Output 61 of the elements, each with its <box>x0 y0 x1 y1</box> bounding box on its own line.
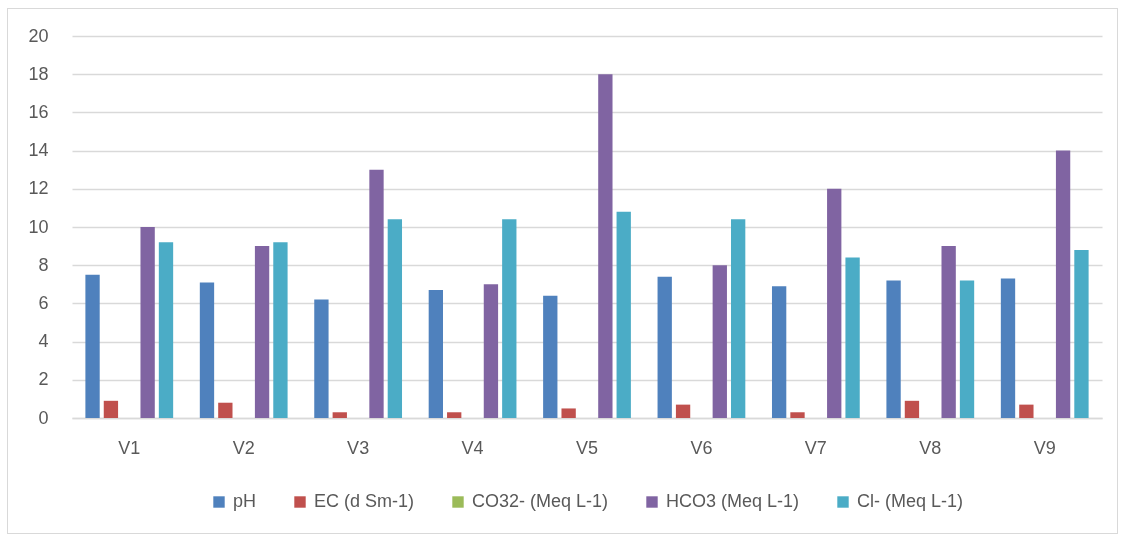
bar <box>314 299 329 418</box>
legend-label: EC (d Sm-1) <box>314 491 415 511</box>
bar <box>483 284 499 418</box>
bar <box>886 280 901 418</box>
y-tick-label: 18 <box>28 63 49 84</box>
bar <box>1074 249 1089 418</box>
bar <box>218 402 233 418</box>
x-tick-label: V2 <box>232 437 255 458</box>
legend-label: Cl- (Meq L-1) <box>857 491 964 511</box>
y-tick-label: 10 <box>28 216 49 237</box>
bar <box>561 408 576 418</box>
y-tick-label: 16 <box>28 101 49 122</box>
bar <box>140 227 155 418</box>
x-tick-label: V9 <box>1033 437 1056 458</box>
bar <box>845 257 860 418</box>
bar <box>616 211 631 418</box>
bar <box>387 219 403 418</box>
bar <box>904 400 920 418</box>
legend-label: HCO3 (Meq L-1) <box>666 491 800 511</box>
bar <box>158 242 174 418</box>
bar <box>199 282 215 418</box>
bar <box>730 219 746 418</box>
bar <box>771 286 787 418</box>
y-tick-label: 20 <box>28 25 49 46</box>
y-tick-label: 8 <box>38 254 49 275</box>
bar <box>428 290 444 418</box>
bar <box>1000 278 1016 418</box>
legend-label: pH <box>233 491 257 511</box>
y-tick-label: 6 <box>38 292 49 313</box>
y-tick-label: 4 <box>38 331 49 352</box>
bar <box>332 412 347 418</box>
x-tick-label: V8 <box>919 437 942 458</box>
bar <box>254 246 270 418</box>
bar <box>273 242 288 418</box>
bar <box>712 265 727 418</box>
y-tick-label: 2 <box>38 369 49 390</box>
x-tick-label: V4 <box>461 437 484 458</box>
bar <box>1019 404 1034 418</box>
x-tick-label: V5 <box>575 437 599 458</box>
bar <box>447 412 462 418</box>
bar <box>657 276 672 418</box>
bar <box>790 412 805 418</box>
bar <box>103 400 119 418</box>
x-tick-label: V1 <box>118 437 141 458</box>
bar <box>959 280 975 418</box>
bar <box>598 74 613 418</box>
x-tick-label: V6 <box>690 437 713 458</box>
y-tick-label: 14 <box>28 140 49 161</box>
x-tick-label: V3 <box>347 437 370 458</box>
legend-label: CO32- (Meq L-1) <box>472 491 609 511</box>
y-tick-label: 0 <box>38 407 49 428</box>
bar <box>1055 150 1071 418</box>
bar <box>543 295 558 418</box>
y-tick-label: 12 <box>28 178 49 199</box>
bar <box>85 274 100 418</box>
bar <box>502 219 517 418</box>
bar <box>369 169 384 418</box>
bar <box>941 246 956 418</box>
x-tick-label: V7 <box>804 437 827 458</box>
bar <box>827 188 842 418</box>
bar <box>675 404 691 418</box>
